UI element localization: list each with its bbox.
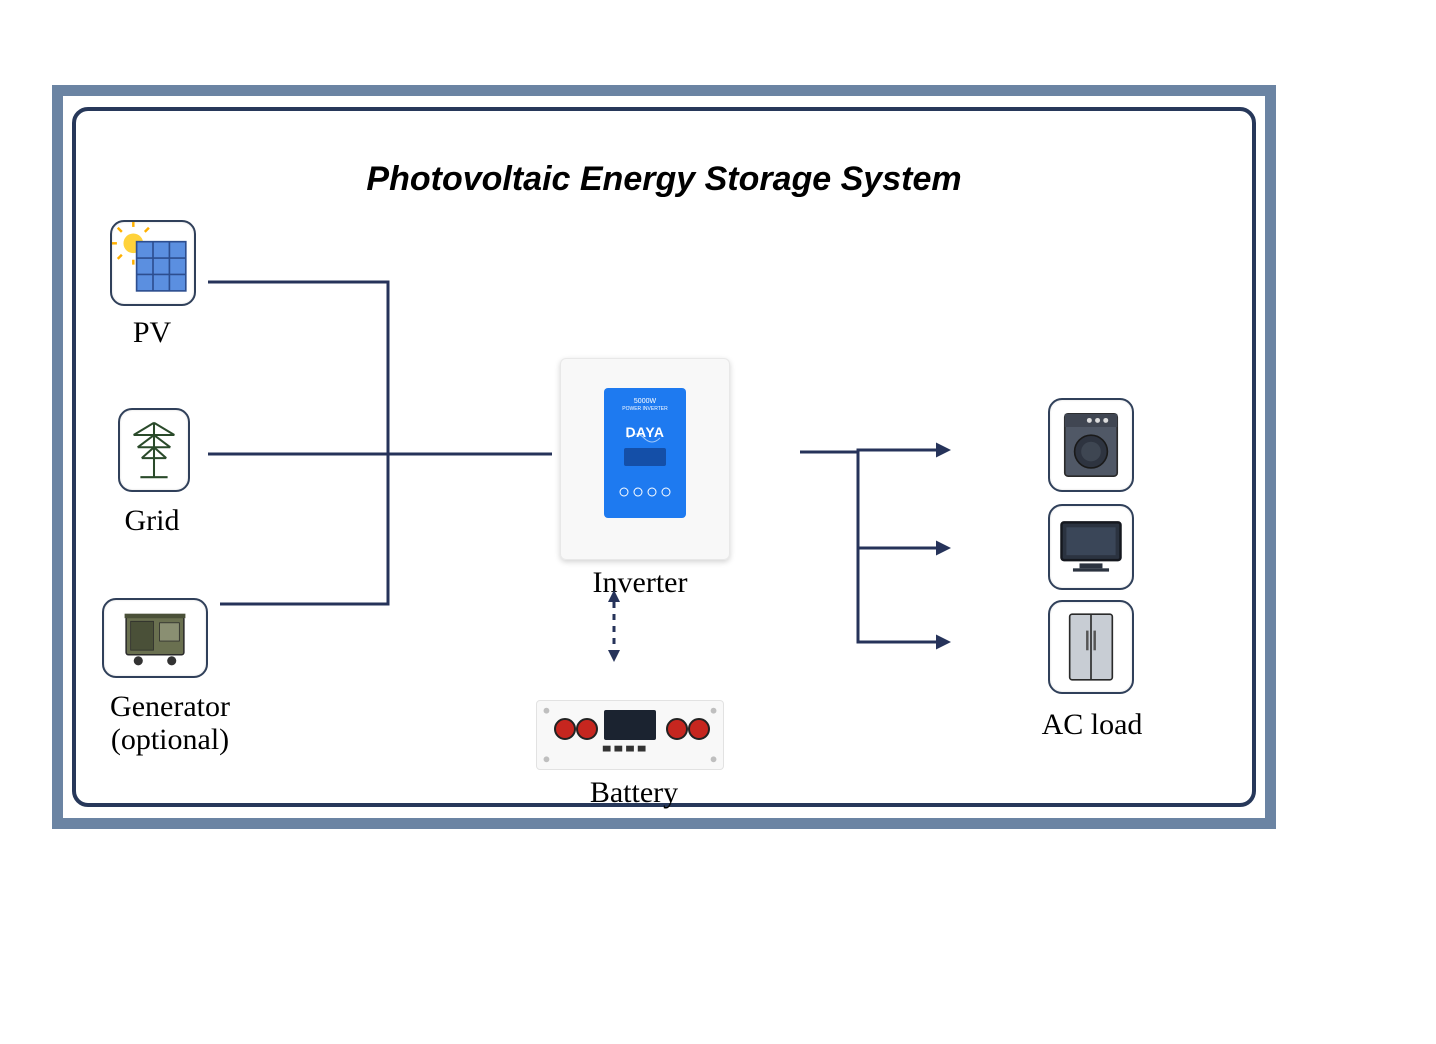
grid-icon (118, 408, 190, 492)
diagram-title: Photovoltaic Energy Storage System (366, 160, 961, 199)
inverter-brand: DAYA (625, 424, 664, 440)
ac-load-label: AC load (1042, 708, 1143, 741)
washing-machine-icon (1048, 398, 1134, 492)
inverter-spec: 5000W (634, 398, 656, 405)
refrigerator-icon (1048, 600, 1134, 694)
inverter-spec-sub: POWER INVERTER (622, 406, 667, 412)
generator-label: Generator (optional) (110, 690, 230, 756)
battery-label: Battery (590, 776, 678, 809)
grid-label: Grid (125, 504, 180, 537)
battery-terminal-right-2 (688, 718, 710, 740)
battery-terminal-left-2 (576, 718, 598, 740)
tv-icon (1048, 504, 1134, 590)
battery-terminal-left-1 (554, 718, 576, 740)
pv-icon (110, 220, 196, 306)
inverter-label: Inverter (593, 566, 688, 599)
battery-screen (604, 710, 656, 740)
pv-label: PV (133, 316, 171, 349)
battery-terminal-right-1 (666, 718, 688, 740)
generator-icon (102, 598, 208, 678)
